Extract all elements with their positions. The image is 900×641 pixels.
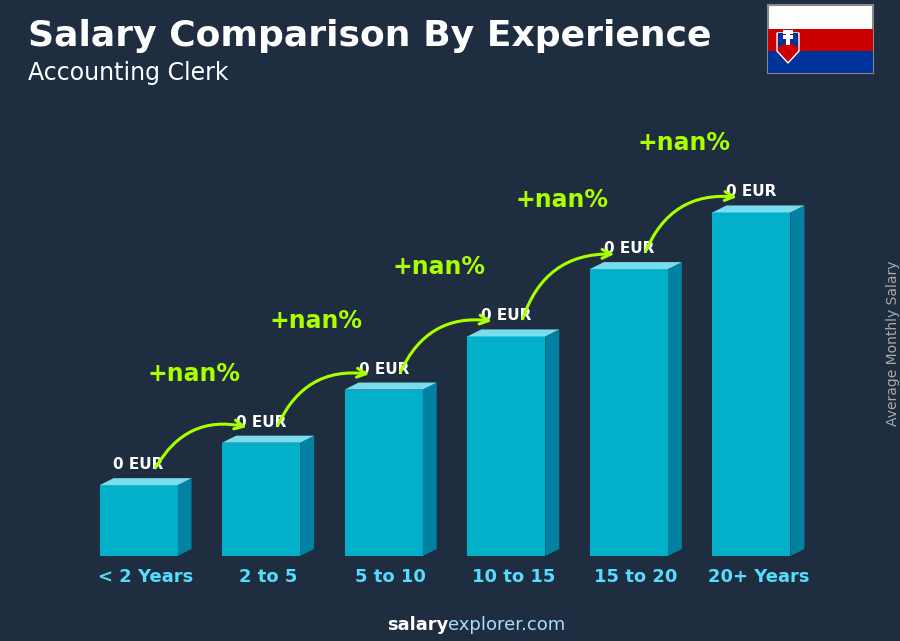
Text: +nan%: +nan% bbox=[515, 188, 608, 212]
Text: 0 EUR: 0 EUR bbox=[482, 308, 532, 324]
Polygon shape bbox=[790, 206, 805, 556]
Polygon shape bbox=[713, 206, 805, 212]
Polygon shape bbox=[668, 262, 682, 556]
Text: 20+ Years: 20+ Years bbox=[707, 568, 809, 586]
Bar bbox=[467, 337, 545, 556]
Bar bbox=[100, 485, 177, 556]
Text: +nan%: +nan% bbox=[148, 362, 240, 386]
Bar bbox=[768, 51, 873, 73]
Text: +nan%: +nan% bbox=[270, 308, 363, 333]
Bar bbox=[768, 5, 873, 73]
Bar bbox=[783, 30, 793, 35]
Polygon shape bbox=[423, 383, 436, 556]
Text: +nan%: +nan% bbox=[637, 131, 731, 156]
Text: explorer.com: explorer.com bbox=[448, 616, 565, 634]
Polygon shape bbox=[590, 262, 682, 269]
Polygon shape bbox=[100, 478, 192, 485]
Polygon shape bbox=[300, 436, 314, 556]
Text: 0 EUR: 0 EUR bbox=[726, 185, 777, 199]
Text: Average Monthly Salary: Average Monthly Salary bbox=[886, 261, 900, 426]
Text: 0 EUR: 0 EUR bbox=[113, 457, 164, 472]
Polygon shape bbox=[545, 329, 559, 556]
Text: 0 EUR: 0 EUR bbox=[604, 241, 654, 256]
Text: 15 to 20: 15 to 20 bbox=[594, 568, 678, 586]
Bar bbox=[786, 31, 790, 46]
Bar bbox=[222, 443, 300, 556]
Text: < 2 Years: < 2 Years bbox=[98, 568, 194, 586]
Bar bbox=[768, 29, 873, 51]
Text: 5 to 10: 5 to 10 bbox=[356, 568, 427, 586]
Text: 2 to 5: 2 to 5 bbox=[239, 568, 297, 586]
Text: Salary Comparison By Experience: Salary Comparison By Experience bbox=[28, 19, 712, 53]
Text: 0 EUR: 0 EUR bbox=[236, 415, 286, 429]
Polygon shape bbox=[345, 383, 436, 390]
Polygon shape bbox=[177, 478, 192, 556]
Polygon shape bbox=[777, 33, 799, 63]
Text: +nan%: +nan% bbox=[392, 255, 485, 279]
Bar bbox=[345, 390, 423, 556]
Polygon shape bbox=[778, 33, 798, 47]
Text: Accounting Clerk: Accounting Clerk bbox=[28, 61, 229, 85]
Polygon shape bbox=[467, 329, 559, 337]
Text: 0 EUR: 0 EUR bbox=[358, 362, 409, 376]
Bar bbox=[590, 269, 668, 556]
Text: 10 to 15: 10 to 15 bbox=[472, 568, 555, 586]
Bar bbox=[783, 35, 793, 39]
Polygon shape bbox=[222, 436, 314, 443]
Text: salary: salary bbox=[387, 616, 448, 634]
Bar bbox=[713, 212, 790, 556]
